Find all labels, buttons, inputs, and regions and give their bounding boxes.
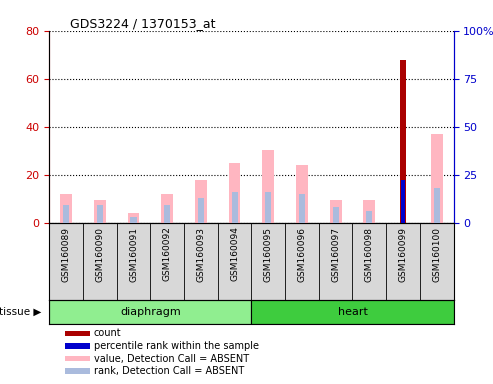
Text: GSM160095: GSM160095 [264, 227, 273, 281]
Bar [262, 150, 274, 223]
Text: GSM160091: GSM160091 [129, 227, 138, 281]
Bar [49, 300, 251, 324]
Bar [66, 331, 90, 336]
Text: diaphragm: diaphragm [120, 307, 181, 317]
Bar [401, 180, 405, 223]
Bar [363, 200, 375, 223]
Text: GSM160090: GSM160090 [95, 227, 105, 281]
Text: GSM160094: GSM160094 [230, 227, 239, 281]
Bar [66, 369, 90, 374]
Bar [94, 200, 106, 223]
Bar [131, 217, 137, 223]
Text: value, Detection Call = ABSENT: value, Detection Call = ABSENT [94, 354, 249, 364]
Bar [97, 205, 103, 223]
Text: tissue ▶: tissue ▶ [0, 307, 41, 317]
Text: GSM160098: GSM160098 [365, 227, 374, 281]
Text: rank, Detection Call = ABSENT: rank, Detection Call = ABSENT [94, 366, 244, 376]
Text: GSM160093: GSM160093 [196, 227, 206, 281]
Bar [299, 194, 305, 223]
Text: GDS3224 / 1370153_at: GDS3224 / 1370153_at [70, 17, 215, 30]
Bar [333, 207, 339, 223]
Bar [195, 180, 207, 223]
Text: GSM160092: GSM160092 [163, 227, 172, 281]
Bar [400, 60, 406, 223]
Bar [366, 211, 372, 223]
Bar [434, 188, 440, 223]
Bar [265, 192, 271, 223]
Bar [198, 198, 204, 223]
Text: GSM160099: GSM160099 [398, 227, 408, 281]
Text: GSM160089: GSM160089 [62, 227, 70, 281]
Bar [229, 163, 241, 223]
Text: count: count [94, 328, 121, 338]
Text: heart: heart [338, 307, 367, 317]
Bar [296, 165, 308, 223]
Bar [128, 213, 140, 223]
Bar [431, 134, 443, 223]
Text: GSM160100: GSM160100 [432, 227, 441, 281]
Bar [164, 205, 170, 223]
Bar [161, 194, 173, 223]
Bar [60, 194, 72, 223]
Bar [66, 356, 90, 361]
Bar [330, 200, 342, 223]
Text: percentile rank within the sample: percentile rank within the sample [94, 341, 259, 351]
Bar [251, 300, 454, 324]
Bar [232, 192, 238, 223]
Bar [63, 205, 69, 223]
Text: GSM160097: GSM160097 [331, 227, 340, 281]
Bar [66, 343, 90, 349]
Text: GSM160096: GSM160096 [297, 227, 307, 281]
